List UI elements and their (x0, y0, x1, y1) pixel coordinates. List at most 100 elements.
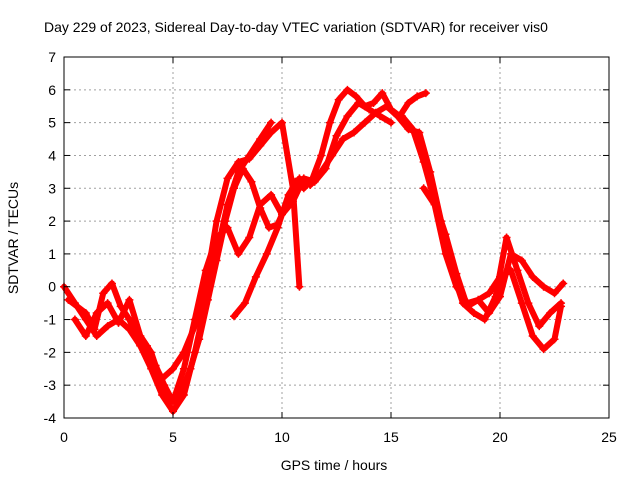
data-point-marker (212, 256, 221, 265)
y-tick-label: 1 (48, 246, 56, 262)
data-point-marker (528, 272, 537, 281)
data-point-marker (325, 118, 334, 127)
series-track-7 (420, 185, 567, 316)
data-point-marker (550, 335, 559, 344)
data-point-marker (474, 295, 483, 304)
data-point-marker (559, 279, 568, 288)
data-point-marker (378, 89, 387, 98)
data-point-marker (99, 289, 108, 298)
data-point-marker (306, 180, 315, 189)
data-point-marker (240, 299, 249, 308)
data-point-marker (81, 331, 90, 340)
data-point-marker (238, 164, 247, 173)
data-point-marker (317, 151, 326, 160)
plot-frame (63, 56, 610, 419)
data-point-marker (343, 85, 352, 94)
data-point-marker (70, 315, 79, 324)
data-point-marker (267, 190, 276, 199)
data-point-marker (103, 322, 112, 331)
data-point-marker (230, 312, 239, 321)
data-point-marker (125, 295, 134, 304)
y-tick-label: 4 (48, 147, 56, 163)
data-point-marker (64, 295, 73, 304)
data-point-marker (546, 308, 555, 317)
data-point-marker (179, 364, 188, 373)
y-tick-label: -4 (44, 410, 57, 426)
y-tick-label: -2 (44, 344, 57, 360)
data-point-marker (404, 98, 413, 107)
data-point-marker (136, 341, 145, 350)
data-point-marker (419, 158, 428, 167)
series-group (60, 85, 568, 416)
data-point-marker (295, 174, 304, 183)
data-point-marker (343, 112, 352, 121)
data-point-marker (262, 249, 271, 258)
data-point-marker (114, 318, 123, 327)
data-point-marker (517, 256, 526, 265)
data-point-marker (273, 223, 282, 232)
data-point-marker (480, 315, 489, 324)
data-point-marker (421, 89, 430, 98)
data-point-marker (179, 348, 188, 357)
data-point-marker (441, 249, 450, 258)
data-point-marker (147, 354, 156, 363)
data-point-marker (419, 184, 428, 193)
series-track-1 (61, 119, 275, 415)
data-point-marker (278, 118, 286, 127)
x-axis-label: GPS time / hours (281, 457, 388, 473)
data-point-marker (328, 151, 337, 160)
data-point-marker (382, 102, 391, 111)
y-tick-label: 0 (48, 279, 56, 295)
data-point-marker (103, 299, 112, 308)
data-point-marker (502, 233, 511, 242)
data-point-marker (485, 289, 494, 298)
series-track-6 (398, 113, 564, 353)
series-track-3 (71, 99, 394, 405)
data-point-marker (463, 299, 472, 308)
data-point-marker (245, 233, 254, 242)
data-point-marker (190, 322, 199, 331)
data-point-marker (234, 158, 243, 167)
data-point-marker (107, 279, 116, 288)
x-tick-label: 25 (601, 429, 617, 445)
data-point-marker (539, 345, 548, 354)
data-point-marker (267, 118, 276, 127)
data-point-marker (223, 223, 232, 232)
data-point-marker (223, 174, 232, 183)
data-point-marker (334, 95, 343, 104)
data-point-marker (360, 118, 369, 127)
data-point-marker (413, 92, 422, 101)
data-point-marker (397, 112, 406, 121)
data-point-marker (251, 272, 260, 281)
data-point-marker (550, 289, 559, 298)
data-point-marker (92, 308, 101, 317)
chart-title: Day 229 of 2023, Sidereal Day-to-day VTE… (44, 19, 548, 35)
data-point-marker (332, 131, 341, 140)
data-point-marker (169, 364, 177, 373)
data-point-marker (352, 92, 361, 101)
data-point-marker (234, 249, 243, 258)
data-point-marker (517, 299, 526, 308)
data-point-marker (81, 308, 90, 317)
data-point-marker (430, 200, 439, 209)
axis-ticks: 0 5 10 15 20 25 -4 -3 -2 -1 0 1 2 3 4 5 6 7 (44, 49, 617, 445)
x-tick-label: 20 (492, 429, 508, 445)
data-point-marker (365, 105, 374, 114)
data-point-marker (369, 98, 378, 107)
data-point-marker (267, 128, 276, 137)
y-tick-label: -3 (44, 377, 57, 393)
data-point-marker (230, 184, 239, 193)
x-tick-label: 0 (60, 429, 68, 445)
y-tick-label: -1 (44, 312, 57, 328)
x-tick-label: 5 (169, 429, 177, 445)
data-point-marker (264, 223, 273, 232)
x-tick-label: 15 (383, 429, 399, 445)
data-point-marker (408, 125, 417, 134)
data-point-marker (452, 282, 461, 291)
data-point-marker (158, 391, 167, 400)
data-point-marker (158, 374, 167, 383)
data-point-marker (256, 141, 265, 150)
data-point-marker (506, 249, 515, 258)
data-point-marker (349, 128, 358, 137)
data-point-marker (387, 118, 395, 127)
